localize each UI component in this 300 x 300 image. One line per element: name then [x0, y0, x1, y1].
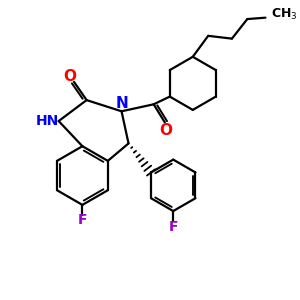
- Text: O: O: [63, 69, 76, 84]
- Text: F: F: [169, 220, 178, 234]
- Text: O: O: [160, 123, 173, 138]
- Text: F: F: [78, 213, 87, 227]
- Text: HN: HN: [35, 114, 58, 128]
- Text: CH$_3$: CH$_3$: [271, 7, 298, 22]
- Text: N: N: [116, 96, 128, 111]
